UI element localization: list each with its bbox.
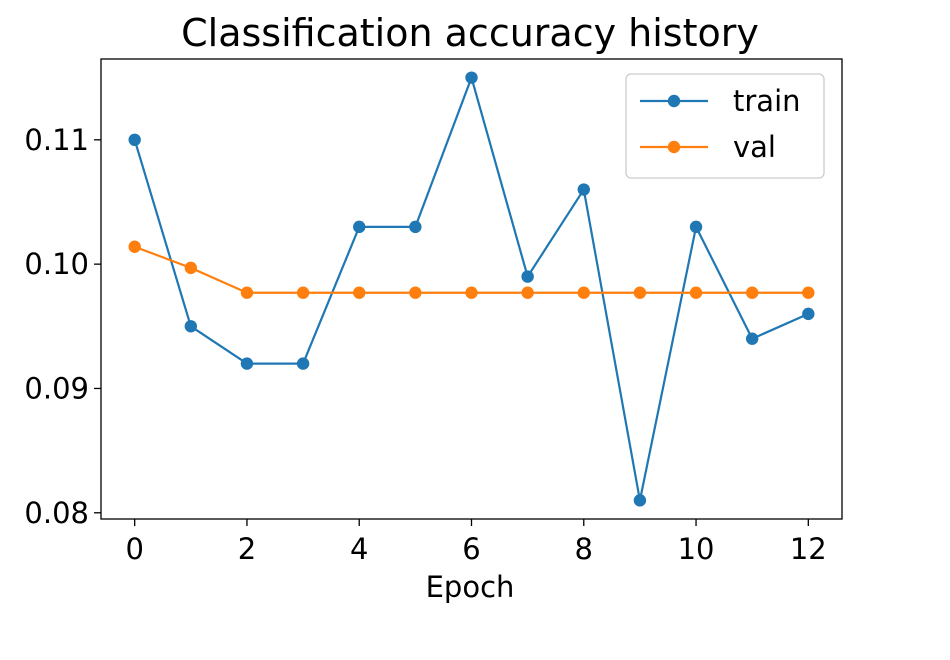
- legend-marker-val: [667, 140, 681, 154]
- data-point-train: [689, 220, 703, 234]
- x-tick-label: 6: [462, 532, 480, 566]
- data-point-train: [745, 332, 759, 345]
- plot-series: [128, 71, 815, 507]
- data-point-val: [184, 261, 198, 275]
- data-point-train: [465, 71, 478, 84]
- data-point-train: [521, 270, 534, 283]
- data-point-train: [184, 320, 198, 333]
- data-point-val: [465, 286, 478, 299]
- legend-label-train: train: [733, 84, 801, 118]
- data-point-train: [802, 307, 815, 321]
- data-point-val: [409, 286, 422, 299]
- data-point-train: [296, 357, 310, 370]
- series-line-val: [134, 245, 809, 294]
- y-axis: 0.08 0.09 0.10 0.11: [24, 123, 101, 530]
- data-point-val: [240, 286, 254, 299]
- data-point-val: [689, 286, 703, 299]
- data-point-val: [128, 240, 141, 253]
- y-tick-label: 0.09: [24, 371, 89, 405]
- x-tick-label: 8: [575, 532, 593, 566]
- y-tick-label: 0.11: [24, 123, 89, 157]
- data-point-val: [633, 286, 647, 299]
- legend-label-val: val: [733, 130, 776, 164]
- x-tick-label: 0: [125, 532, 143, 566]
- data-point-train: [353, 220, 366, 234]
- x-axis: 0 2 4 6 8 10 12: [125, 519, 827, 566]
- data-point-train: [128, 133, 141, 147]
- data-point-val: [521, 286, 534, 299]
- x-tick-label: 2: [238, 532, 256, 566]
- y-tick-label: 0.08: [24, 496, 89, 530]
- data-point-val: [802, 286, 815, 299]
- data-point-train: [577, 183, 590, 196]
- chart-title: Classification accuracy history: [181, 11, 759, 55]
- x-tick-label: 12: [790, 532, 827, 566]
- data-point-val: [353, 286, 366, 299]
- x-tick-label: 4: [350, 532, 368, 566]
- legend-marker-train: [667, 94, 681, 108]
- data-point-train: [240, 357, 254, 370]
- data-point-val: [296, 286, 310, 299]
- legend-items: train val: [640, 84, 801, 164]
- data-point-val: [745, 286, 759, 299]
- data-point-train: [409, 220, 422, 234]
- data-point-val: [577, 286, 590, 299]
- data-point-train: [633, 494, 647, 507]
- x-tick-label: 10: [678, 532, 715, 566]
- x-axis-label: Epoch: [426, 570, 515, 604]
- y-tick-label: 0.10: [24, 247, 89, 281]
- legend: train val: [625, 73, 825, 179]
